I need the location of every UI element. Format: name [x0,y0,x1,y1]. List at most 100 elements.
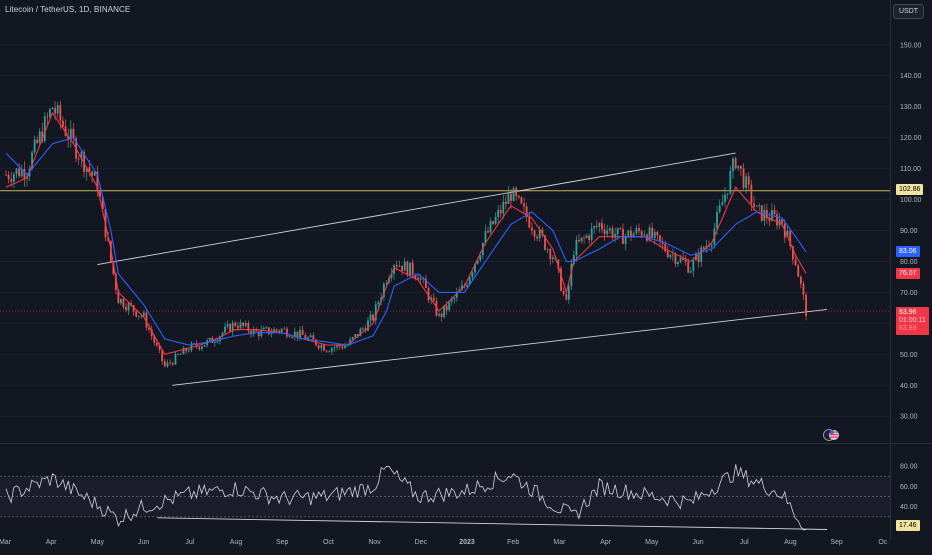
candle-body [792,245,794,260]
channel-trendline[interactable] [172,308,828,386]
rsi-axis-label: 40.00 [900,504,918,511]
candle-body [656,231,659,236]
rsi-trendline[interactable] [157,517,828,530]
candle-body [724,194,726,203]
price-axis-label: 130.00 [900,104,922,111]
candle-body [549,249,552,260]
candle-body [77,158,80,160]
candle-body [562,290,565,294]
candle-body [682,257,684,260]
candle-body [476,260,479,264]
candle-body [239,322,242,329]
price-axis-label: 120.00 [900,135,922,142]
candle-body [692,260,695,272]
candle-body [710,244,713,247]
candle-body [242,322,245,326]
candle-body [443,305,446,318]
candle-body [54,107,56,114]
candle-body [122,298,125,308]
candle-body [354,334,357,338]
candle-body [338,344,341,347]
hidden-price-value: 63.89 [899,325,917,332]
candle-body [588,235,591,241]
currency-button[interactable]: USDT [892,4,924,19]
red-moving-average[interactable] [5,111,807,355]
candle-body [96,171,99,191]
candle-body [367,320,369,331]
candle-body [747,176,750,185]
blue-ma-price-tag: 83.06 [896,246,920,257]
candle-body [677,262,679,264]
candle-body [250,330,252,335]
candle-body [721,202,724,206]
candle-body [419,278,422,280]
candle-body [213,342,216,343]
channel-trendline[interactable] [97,152,736,265]
candle-body [163,361,166,367]
candle-body [255,328,258,332]
candle-body [474,263,476,273]
price-axis-label: 100.00 [900,197,922,204]
candle-body [661,241,664,244]
candle-body [132,305,135,312]
last-price-tag: 63.96 01:00:11 63.89 [896,307,929,335]
candle-body [538,229,541,239]
candle-body [557,259,560,269]
candle-body [283,328,286,330]
candle-body [171,363,174,365]
symbol-title[interactable]: Litecoin / TetherUS, 1D, BINANCE [5,5,131,14]
candle-body [20,168,23,177]
time-axis-label: May [645,539,659,546]
time-axis-label: Feb [507,539,519,546]
candle-body [125,307,127,311]
candle-body [653,231,656,238]
candle-body [112,261,115,275]
candle-body [328,351,331,353]
time-axis-label: Oc [878,539,887,546]
candle-body [177,354,180,355]
rsi-line[interactable] [5,464,807,531]
candle-body [117,289,120,304]
time-axis-label: 2023 [459,539,475,546]
candle-body [120,298,122,304]
candle-body [351,337,354,340]
candle-body [440,313,443,318]
candle-body [336,344,339,348]
candle-body [718,205,721,212]
time-axis-label: Aug [784,539,797,546]
candle-body [789,230,792,246]
candle-body [755,205,758,207]
candle-body [455,292,458,298]
candle-body [512,188,515,202]
candle-body [624,235,627,244]
candle-body [606,230,609,235]
candle-body [356,334,359,337]
candle-body [325,350,328,352]
candle-body [36,139,39,143]
candle-body [640,231,643,236]
candle-body [323,345,325,351]
us-flag-icon[interactable] [823,428,839,441]
red-ma-price-tag: 76.07 [896,268,920,279]
candle-body [88,167,91,172]
candle-body [148,327,150,330]
candle-body [18,168,21,177]
candle-body [203,345,206,347]
candle-body [234,322,237,326]
time-axis-label: Nov [368,539,381,546]
blue-moving-average[interactable] [5,136,807,346]
candle-body [101,196,104,210]
candle-body [15,168,18,175]
time-axis-label: Jul [185,539,194,546]
candle-body [182,347,185,355]
candle-body [794,259,797,266]
time-axis-label: Sep [276,539,289,546]
candle-body [91,171,93,176]
candle-body [296,331,299,338]
candle-body [716,211,718,229]
candle-body [226,324,229,327]
candle-body [507,193,510,204]
price-pane[interactable] [0,0,890,443]
